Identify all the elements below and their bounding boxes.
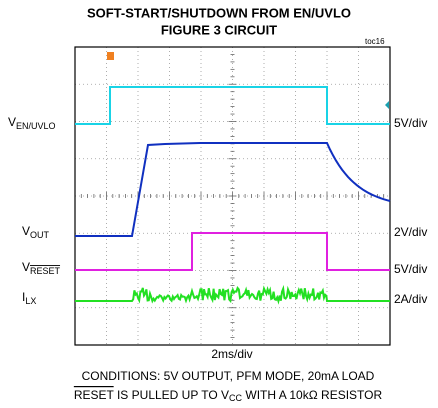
channel-label: VRESET <box>22 260 61 276</box>
label-main: V <box>8 115 16 129</box>
channel-scale: 5V/div <box>394 116 427 130</box>
channel-label: ILX <box>22 290 36 306</box>
vout-trace <box>75 142 391 237</box>
channel-scale: 2A/div <box>394 292 427 306</box>
label-sub: RESET <box>30 266 61 276</box>
conditions: CONDITIONS: 5V OUTPUT, PFM MODE, 20mA LO… <box>82 369 375 383</box>
en-uvlo-trace <box>75 86 390 125</box>
label-sub: LX <box>25 296 36 306</box>
time-scale: 2ms/div <box>211 347 252 361</box>
title-line: SOFT-START/SHUTDOWN FROM EN/UVLO <box>87 5 351 20</box>
ilx-trace <box>75 284 390 305</box>
channel-label: VEN/UVLO <box>8 115 56 131</box>
channel-scale: 5V/div <box>394 262 427 276</box>
label-sub: OUT <box>30 230 50 240</box>
channel-label: VOUT <box>22 224 50 240</box>
label-main: V <box>22 260 30 274</box>
conditions: RESET IS PULLED UP TO VCC WITH A 10kΩ RE… <box>74 388 383 403</box>
label-main: I <box>22 290 25 304</box>
title-line: FIGURE 3 CIRCUIT <box>161 22 277 37</box>
reset-trace <box>75 232 390 271</box>
label-sub: EN/UVLO <box>16 121 56 131</box>
level-marker <box>385 101 389 109</box>
note-part: WITH A 10kΩ RESISTOR <box>242 388 382 402</box>
note-sub: CC <box>229 393 242 403</box>
note-part: IS PULLED UP TO V <box>114 388 229 402</box>
plot-frame <box>74 46 391 346</box>
trigger-marker <box>107 52 114 60</box>
note-part: RESET <box>74 388 115 402</box>
channel-scale: 2V/div <box>394 225 427 239</box>
label-main: V <box>22 224 30 238</box>
figure-code: toc16 <box>365 37 385 46</box>
